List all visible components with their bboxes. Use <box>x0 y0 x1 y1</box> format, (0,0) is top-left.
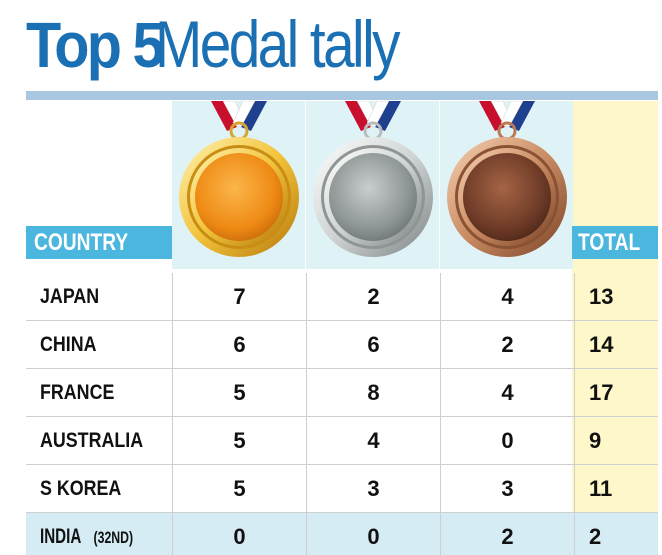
table-row: CHINA 6 6 2 14 <box>26 321 658 369</box>
gold-medal-icon <box>179 101 299 257</box>
page-title: Top 5 Medal tally <box>26 6 437 86</box>
bronze-count: 4 <box>440 369 574 417</box>
bronze-count: 0 <box>440 417 574 465</box>
country-name: CHINA <box>40 333 97 356</box>
country-cell: JAPAN <box>26 273 172 321</box>
gold-count: 6 <box>172 321 306 369</box>
silver-count: 6 <box>306 321 440 369</box>
gold-medal-column <box>172 101 305 269</box>
country-cell: FRANCE <box>26 369 172 417</box>
country-name: AUSTRALIA <box>40 429 144 452</box>
silver-count: 0 <box>306 513 440 555</box>
total-count: 14 <box>574 321 658 369</box>
total-count: 17 <box>574 369 658 417</box>
country-cell: CHINA <box>26 321 172 369</box>
silver-count: 3 <box>306 465 440 513</box>
table-row-india: INDIA (32ND) 0 0 2 2 <box>26 513 658 555</box>
total-header-label: TOTAL <box>578 229 641 256</box>
total-count: 9 <box>574 417 658 465</box>
country-cell: INDIA (32ND) <box>26 513 172 555</box>
bronze-count: 2 <box>440 513 574 555</box>
table-row: AUSTRALIA 5 4 0 9 <box>26 417 658 465</box>
total-column-header: TOTAL <box>572 226 658 259</box>
silver-medal-icon <box>313 101 433 257</box>
gold-count: 5 <box>172 417 306 465</box>
total-count: 2 <box>574 513 658 555</box>
table-row: FRANCE 5 8 4 17 <box>26 369 658 417</box>
country-name: INDIA (32ND) <box>40 513 140 555</box>
bronze-count: 2 <box>440 321 574 369</box>
country-name: S KOREA <box>40 477 122 500</box>
country-cell: AUSTRALIA <box>26 417 172 465</box>
country-name: FRANCE <box>40 381 115 404</box>
title-divider <box>26 91 658 100</box>
table-row: S KOREA 5 3 3 11 <box>26 465 658 513</box>
table-row: JAPAN 7 2 4 13 <box>26 273 658 321</box>
gold-count: 7 <box>172 273 306 321</box>
total-count: 11 <box>574 465 658 513</box>
country-rank-suffix: (32ND) <box>93 528 134 547</box>
total-count: 13 <box>574 273 658 321</box>
country-column-header: COUNTRY <box>26 226 172 259</box>
silver-count: 4 <box>306 417 440 465</box>
title-bold-text: Top 5 <box>26 9 165 81</box>
silver-count: 8 <box>306 369 440 417</box>
bronze-medal-column <box>440 101 573 269</box>
bronze-count: 4 <box>440 273 574 321</box>
country-name-main: INDIA <box>40 525 82 548</box>
title-light-text: Medal tally <box>154 7 401 81</box>
silver-count: 2 <box>306 273 440 321</box>
silver-medal-column <box>306 101 439 269</box>
country-header-label: COUNTRY <box>34 229 129 256</box>
country-name: JAPAN <box>40 285 100 308</box>
gold-count: 5 <box>172 465 306 513</box>
total-column-background <box>572 101 658 555</box>
bronze-medal-icon <box>447 101 567 257</box>
gold-count: 0 <box>172 513 306 555</box>
country-cell: S KOREA <box>26 465 172 513</box>
bronze-count: 3 <box>440 465 574 513</box>
gold-count: 5 <box>172 369 306 417</box>
medal-table: JAPAN 7 2 4 13 CHINA 6 6 2 14 FRANCE 5 8… <box>26 273 658 555</box>
